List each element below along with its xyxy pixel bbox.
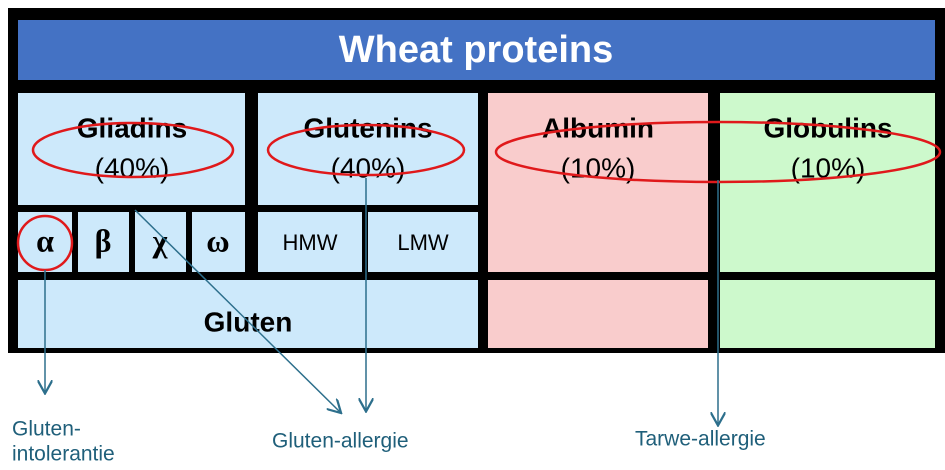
box xyxy=(258,212,362,272)
title: Wheat proteins xyxy=(339,29,613,71)
box xyxy=(192,212,245,272)
box xyxy=(488,280,708,348)
box xyxy=(18,280,478,348)
protein-share: (40%) xyxy=(331,152,406,183)
box xyxy=(78,212,129,272)
protein-share: (40%) xyxy=(95,152,170,183)
note: intolerantie xyxy=(12,443,115,466)
arrow xyxy=(134,209,340,412)
box xyxy=(18,93,245,205)
box xyxy=(258,93,478,205)
glutenin-type: LMW xyxy=(397,230,449,255)
note: Gluten-allergie xyxy=(272,430,409,453)
box xyxy=(135,212,186,272)
glutenin-type: HMW xyxy=(283,230,338,255)
note: Gluten- xyxy=(12,418,81,441)
protein-name: Gliadins xyxy=(77,112,187,143)
note: Tarwe-allergie xyxy=(635,428,766,451)
gliadin-type: ω xyxy=(206,222,229,258)
box xyxy=(368,212,478,272)
gliadin-type: β xyxy=(95,222,112,258)
title-bar xyxy=(18,20,935,80)
gliadin-type: α xyxy=(36,222,54,258)
highlight xyxy=(266,123,466,177)
highlight xyxy=(31,121,235,179)
protein-name: Globulins xyxy=(763,112,892,143)
box xyxy=(720,280,935,348)
